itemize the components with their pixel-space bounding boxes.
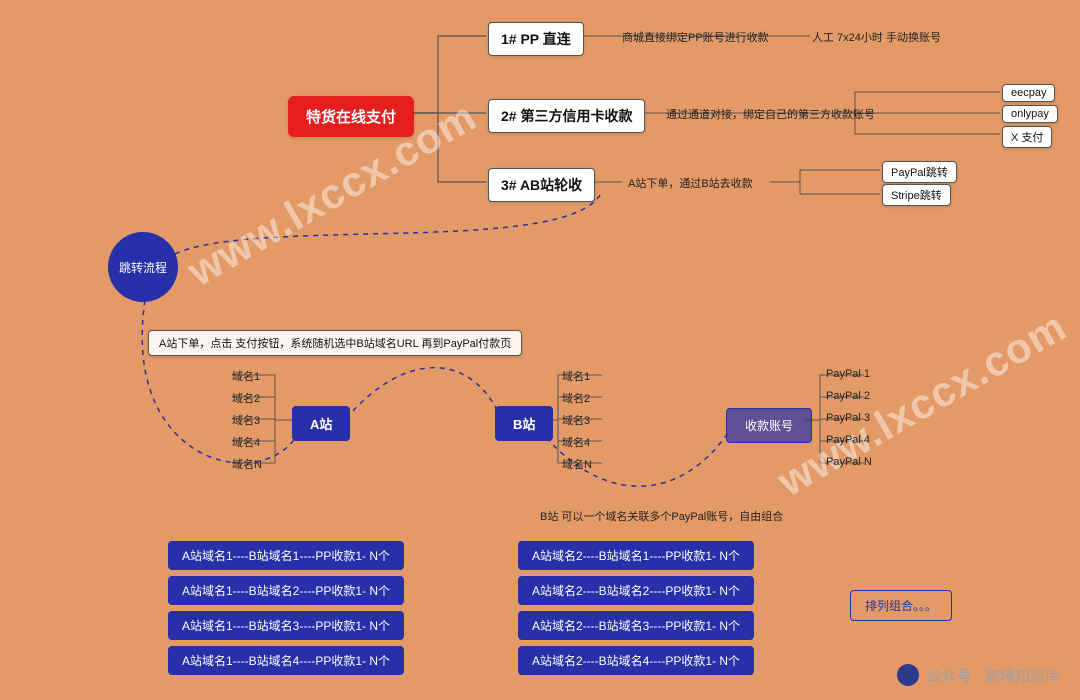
- b-domain-2: 域名2: [562, 390, 590, 406]
- combo-r-4: A站域名2----B站域名4----PP收款1- N个: [518, 646, 754, 675]
- a-domain-2: 域名2: [232, 390, 260, 406]
- method-2-note: 通过通道对接，绑定自己的第三方收款账号: [666, 106, 875, 122]
- combo-l-2: A站域名1----B站域名2----PP收款1- N个: [168, 576, 404, 605]
- combo-l-4: A站域名1----B站域名4----PP收款1- N个: [168, 646, 404, 675]
- provider-xpay: X 支付: [1002, 126, 1052, 148]
- b-note: B站 可以一个域名关联多个PayPal账号，自由组合: [540, 508, 783, 524]
- combo-r-1: A站域名2----B站域名1----PP收款1- N个: [518, 541, 754, 570]
- root-node: 特货在线支付: [288, 96, 414, 137]
- provider-paypal: PayPal跳转: [882, 161, 957, 183]
- combo-r-2: A站域名2----B站域名2----PP收款1- N个: [518, 576, 754, 605]
- b-domain-4: 域名4: [562, 434, 590, 450]
- flow-description: A站下单，点击 支付按钮，系统随机选中B站域名URL 再到PayPal付款页: [148, 330, 522, 356]
- payment-node: 收款账号: [726, 408, 812, 443]
- watermark: www.lxccx.com: [770, 302, 1075, 506]
- method-3: 3# AB站轮收: [488, 168, 595, 202]
- provider-eecpay: eecpay: [1002, 84, 1055, 102]
- combo-r-3: A站域名2----B站域名3----PP收款1- N个: [518, 611, 754, 640]
- b-station: B站: [495, 406, 553, 441]
- method-3-note: A站下单，通过B站去收款: [628, 175, 753, 191]
- combo-l-1: A站域名1----B站域名1----PP收款1- N个: [168, 541, 404, 570]
- a-station: A站: [292, 406, 350, 441]
- pp-3: PayPal 3: [826, 412, 870, 424]
- b-domain-3: 域名3: [562, 412, 590, 428]
- provider-stripe: Stripe跳转: [882, 184, 951, 206]
- flow-circle: 跳转流程: [108, 232, 178, 302]
- combo-l-3: A站域名1----B站域名3----PP收款1- N个: [168, 611, 404, 640]
- method-1-note-2: 人工 7x24小时 手动换账号: [812, 29, 941, 45]
- a-domain-n: 域名N: [232, 456, 262, 472]
- combo-summary: 排列组合。。。: [850, 590, 952, 621]
- method-1-note-1: 商城直接绑定PP账号进行收款: [622, 29, 769, 45]
- method-2: 2# 第三方信用卡收款: [488, 99, 645, 133]
- b-domain-1: 域名1: [562, 368, 590, 384]
- a-domain-3: 域名3: [232, 412, 260, 428]
- pp-2: PayPal 2: [826, 390, 870, 402]
- pp-n: PayPal N: [826, 456, 872, 468]
- method-1: 1# PP 直连: [488, 22, 584, 56]
- pp-1: PayPal 1: [826, 368, 870, 380]
- a-domain-1: 域名1: [232, 368, 260, 384]
- b-domain-n: 域名N: [562, 456, 592, 472]
- pp-4: PayPal 4: [826, 434, 870, 446]
- provider-onlypay: onlypay: [1002, 105, 1058, 123]
- a-domain-4: 域名4: [232, 434, 260, 450]
- footer-credit: 公众号 · 跨境知识库: [897, 664, 1060, 686]
- footer-text: 公众号 · 跨境知识库: [927, 665, 1060, 686]
- footer-icon: [897, 664, 919, 686]
